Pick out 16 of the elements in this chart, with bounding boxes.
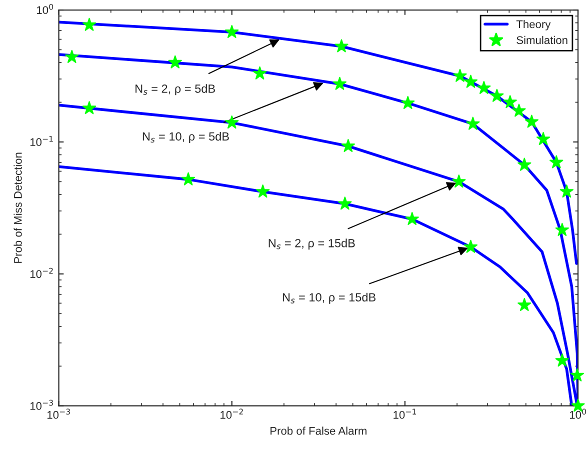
annotation: N$_{s}$ = 10, ρ = 15dB	[282, 292, 376, 304]
legend-label: Simulation	[516, 36, 568, 44]
y-tick-label: 10$^{−2}$	[30, 268, 53, 278]
x-tick-label: 10$^{−3}$	[47, 408, 70, 419]
x-tick-label: 10$^{−2}$	[220, 408, 243, 419]
legend-label: Theory	[516, 20, 551, 30]
y-tick-label: 10$^{−1}$	[30, 136, 53, 146]
x-tick-label: 10$^{−1}$	[394, 408, 416, 419]
annotation: N$_{s}$ = 2, ρ = 5dB	[136, 84, 215, 96]
annotation: N$_{s}$ = 10, ρ = 5dB	[142, 132, 229, 143]
y-tick-label: 10$^{0}$	[37, 4, 54, 14]
x-tick-label: 10$^{0}$	[570, 408, 586, 419]
y-tick-label: 10$^{−3}$	[30, 400, 53, 410]
x-axis-title: Prob of False Alarm	[270, 426, 366, 435]
y-axis-title: Prob of Miss Detection	[14, 152, 22, 263]
annotation: N$_{s}$ = 2, ρ = 15dB	[268, 238, 355, 250]
